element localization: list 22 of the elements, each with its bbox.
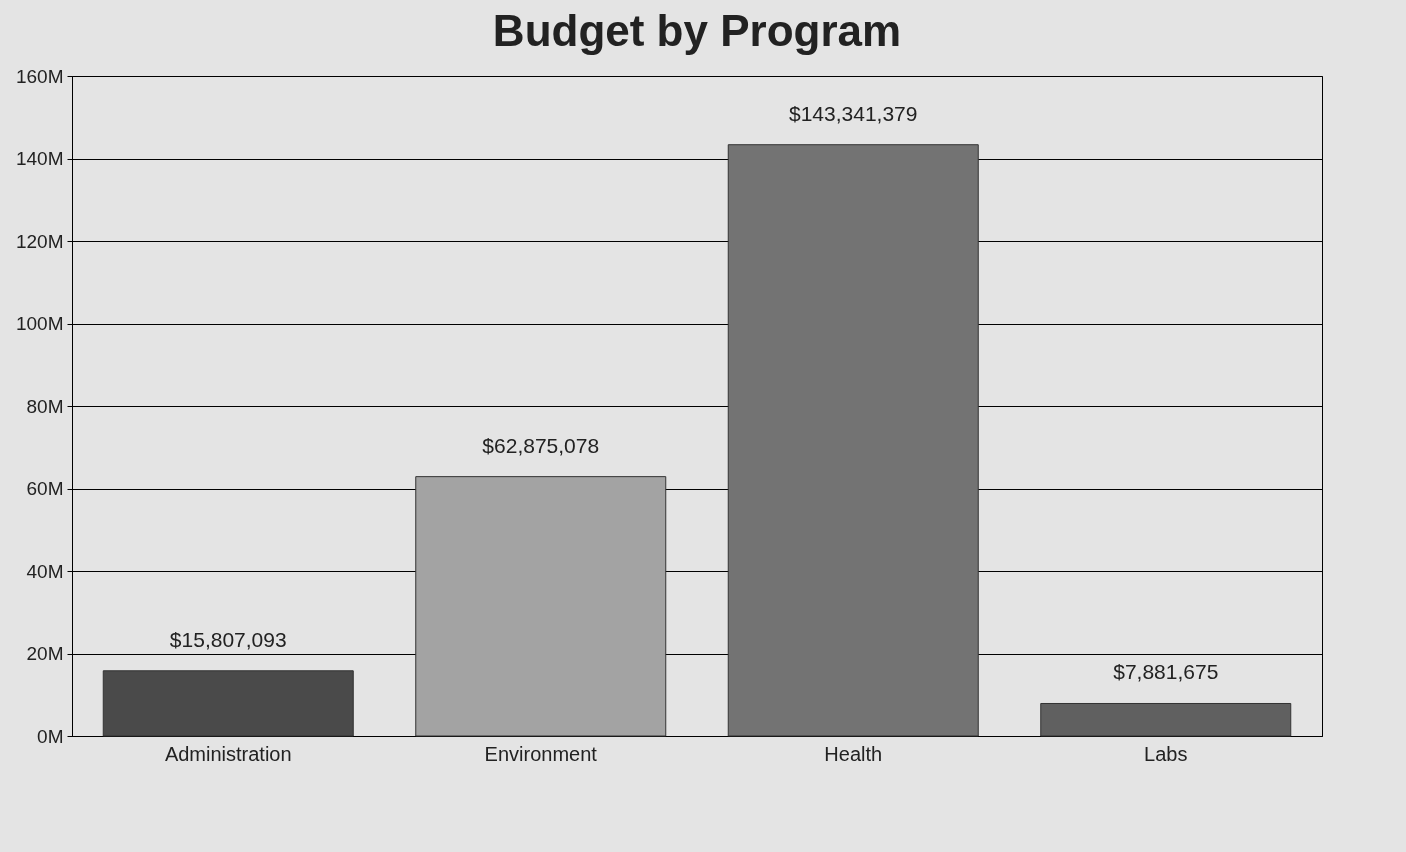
x-tick-label: Health [824,742,883,765]
y-tick-label: 60M [26,478,64,499]
y-tick-label: 20M [26,643,64,664]
data-label: $62,875,078 [482,433,600,457]
y-tick-label: 140M [15,148,64,169]
y-tick-label: 160M [15,65,64,87]
bar [727,144,979,737]
data-label: $143,341,379 [789,101,918,125]
data-label: $15,807,093 [169,627,287,651]
bar [1040,702,1292,737]
y-tick-label: 100M [15,313,64,334]
x-tick-label: Labs [1144,742,1188,765]
y-tick-label: 0M [37,725,64,747]
y-tick-label: 40M [26,560,64,582]
x-tick-label: Environment [484,742,598,765]
y-tick-label: 80M [26,395,64,417]
bar [415,476,667,737]
bar [102,670,354,737]
y-tick-label: 120M [15,230,64,252]
x-tick-label: Administration [164,742,292,765]
chart-title: Budget by Program [492,6,902,55]
data-label: $7,881,675 [1113,660,1219,684]
